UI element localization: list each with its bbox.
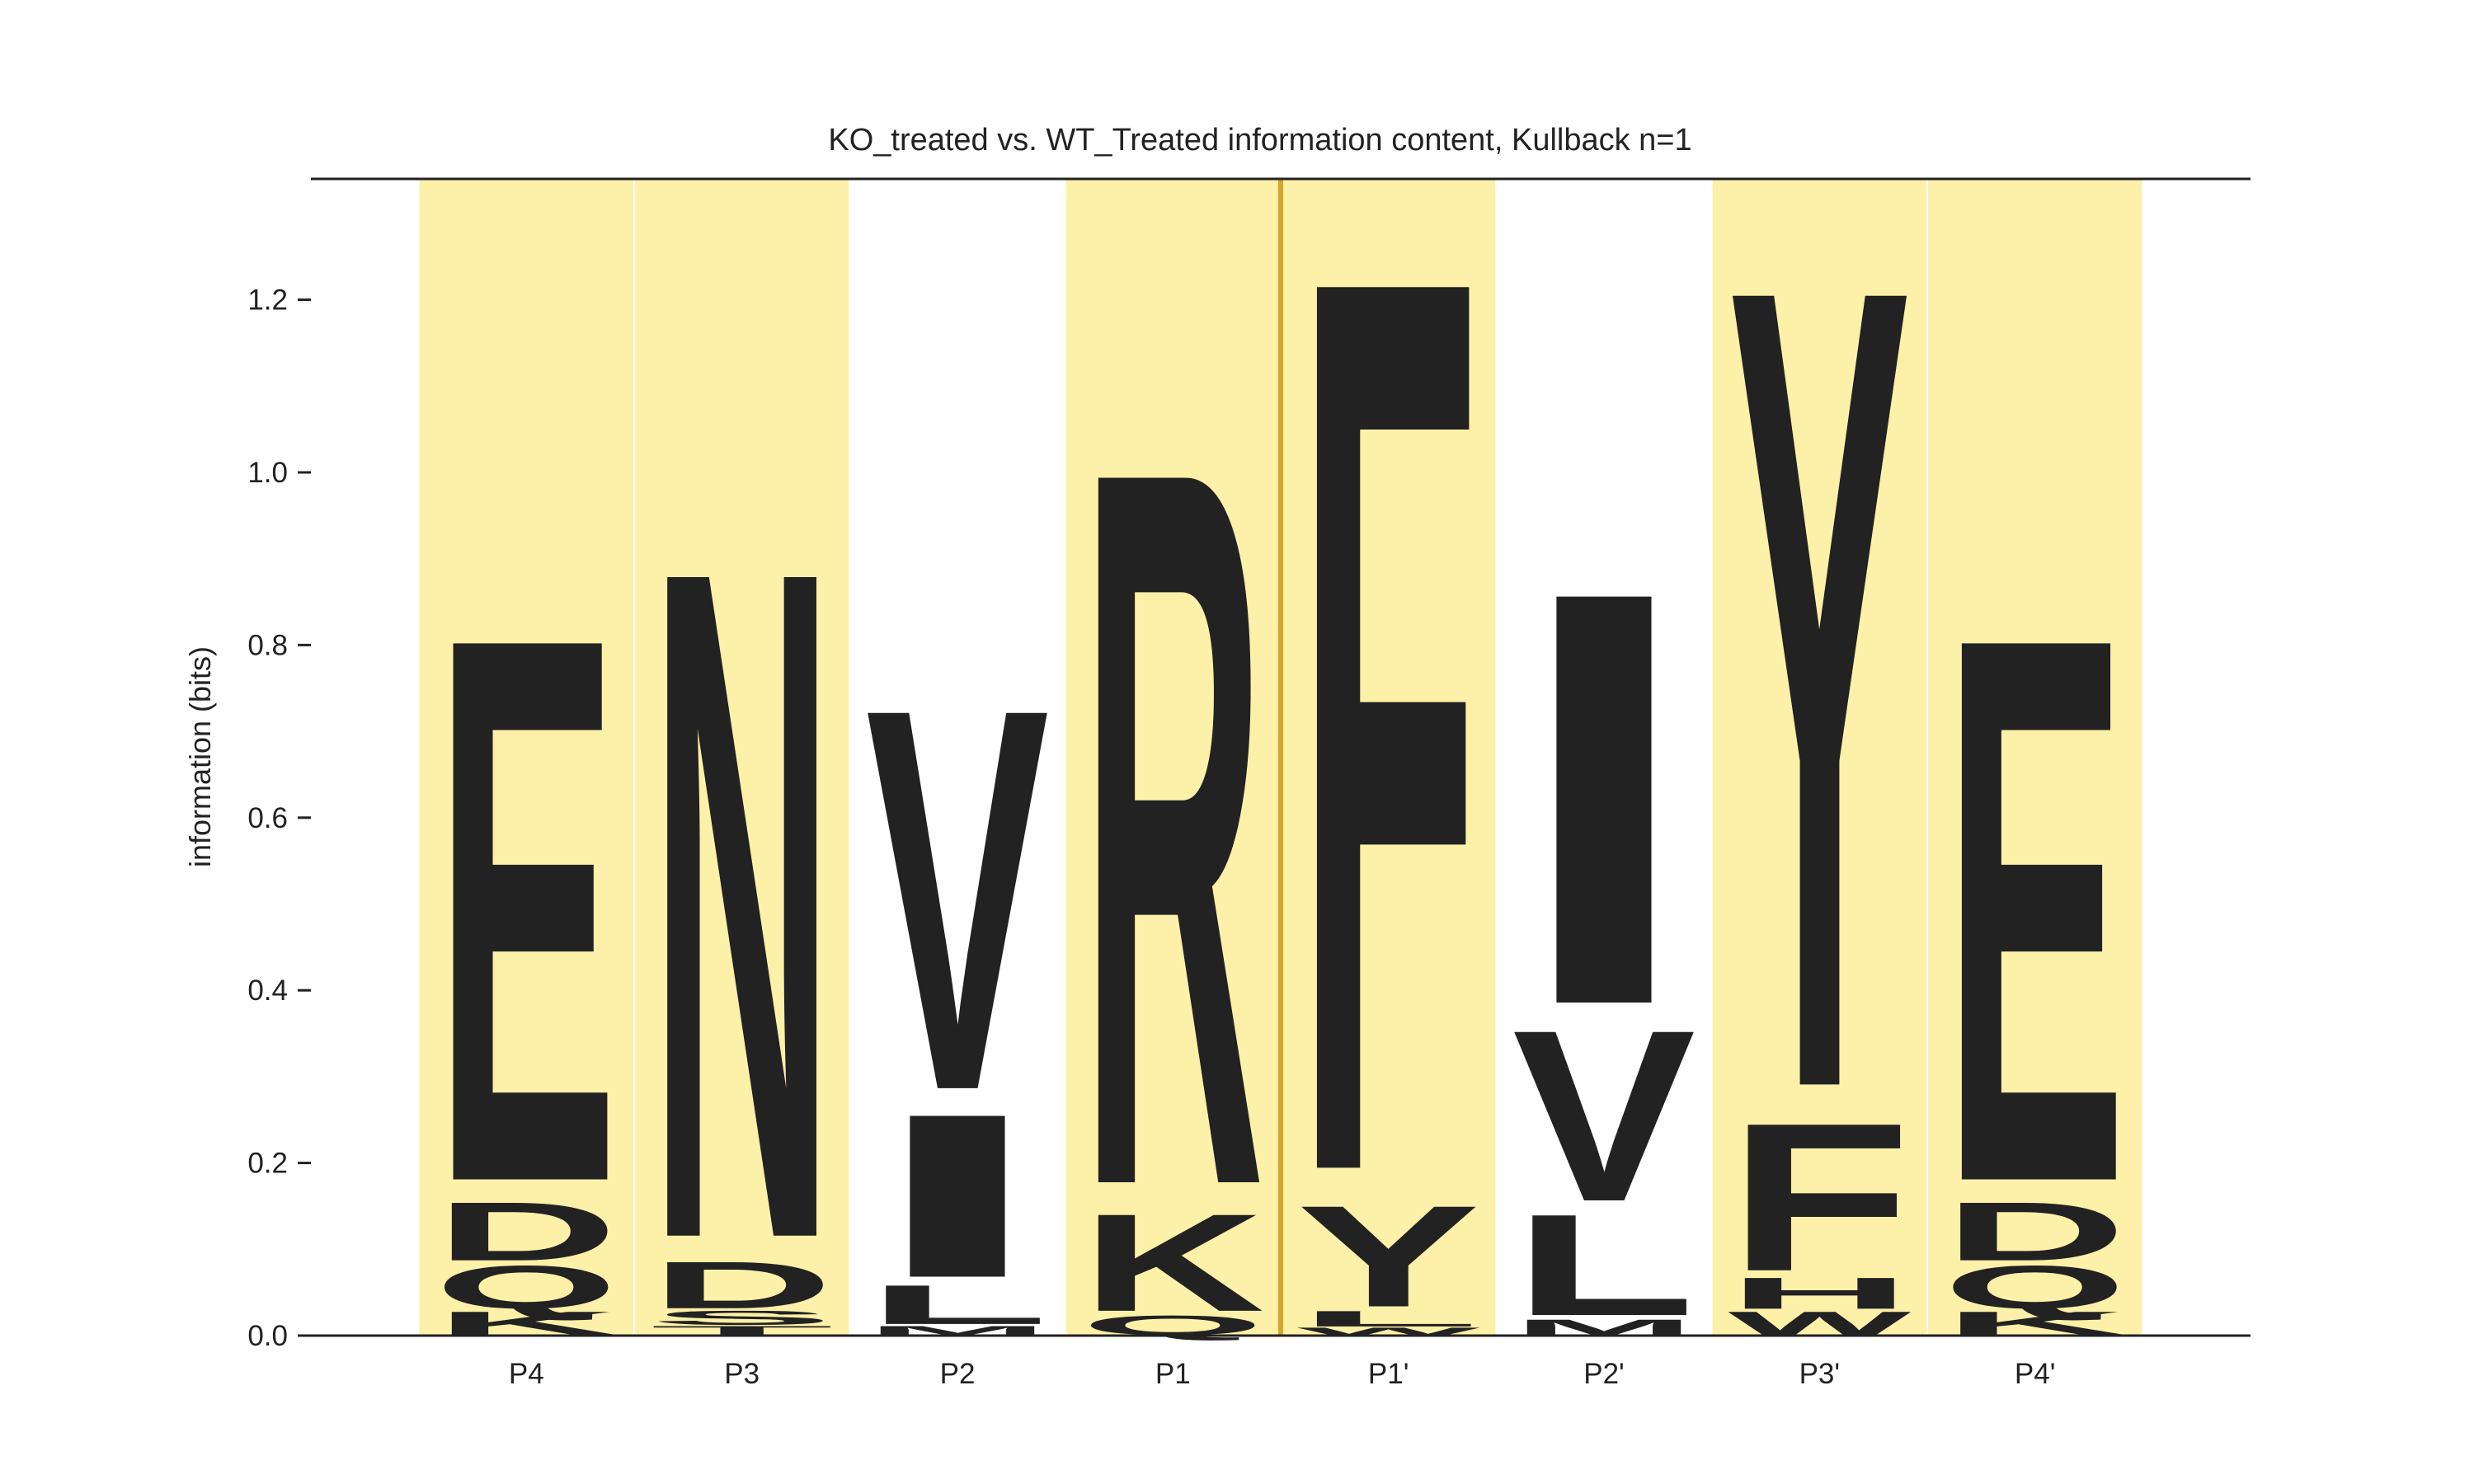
highlight-band <box>1712 179 1926 1336</box>
logo-letter: L <box>866 1274 1049 1336</box>
logo-letter: S <box>651 1307 834 1329</box>
y-tick-label: 1.0 <box>247 457 288 489</box>
logo-letter: V <box>1512 979 1697 1252</box>
logo-letter: I <box>1512 468 1696 1128</box>
logo-letter: H <box>1728 1268 1911 1317</box>
x-tick-label: P4' <box>2015 1358 2056 1390</box>
highlight-band <box>635 179 849 1336</box>
highlight-band <box>1065 179 1280 1336</box>
logo-letter: Y <box>1728 48 1911 1328</box>
y-tick-label: 0.8 <box>247 629 288 661</box>
logo-letter: K <box>1081 1185 1264 1341</box>
logo-letter: D <box>651 1247 834 1322</box>
x-tick-label: P1 <box>1155 1358 1191 1390</box>
logo-letter: F <box>1297 8 1480 1439</box>
x-tick-label: P3' <box>1799 1358 1841 1390</box>
logo-letter: E <box>435 476 618 1345</box>
x-tick-label: P1' <box>1368 1358 1409 1390</box>
highlight-band <box>1928 179 2142 1336</box>
y-tick-label: 1.2 <box>247 284 288 317</box>
logo-letter: L <box>1297 1306 1480 1331</box>
logo-letter: D <box>435 1185 618 1278</box>
y-axis-label: information (bits) <box>183 646 217 867</box>
y-tick-label: 0.2 <box>247 1148 288 1180</box>
logo-letter: Y <box>1297 1176 1480 1337</box>
x-tick-label: P2 <box>940 1358 976 1390</box>
x-tick-label: P4 <box>509 1358 544 1390</box>
chart-title: KO_treated vs. WT_Treated information co… <box>828 123 1691 157</box>
x-tick-label: P2' <box>1583 1358 1625 1390</box>
logo-letter: F <box>1728 1078 1911 1315</box>
y-tick-label: 0.0 <box>247 1320 288 1352</box>
logo-letter: Q <box>435 1253 618 1322</box>
logo-letter: R <box>1081 256 1264 1400</box>
highlight-band <box>419 179 633 1336</box>
logo-letter: Q <box>1944 1253 2127 1322</box>
logo-letter: L <box>1512 1185 1696 1345</box>
y-tick-label: 0.4 <box>247 974 288 1007</box>
logo-letter: E <box>1944 476 2127 1345</box>
x-tick-label: P3 <box>724 1358 760 1390</box>
background-layer <box>419 179 2142 1336</box>
highlight-band <box>1282 179 1496 1336</box>
logo-letter: N <box>651 369 834 1438</box>
logo-letter: V <box>866 594 1051 1204</box>
logo-letter: D <box>1944 1185 2127 1278</box>
y-tick-label: 0.6 <box>247 802 288 834</box>
logo-letter: I <box>866 1065 1049 1327</box>
